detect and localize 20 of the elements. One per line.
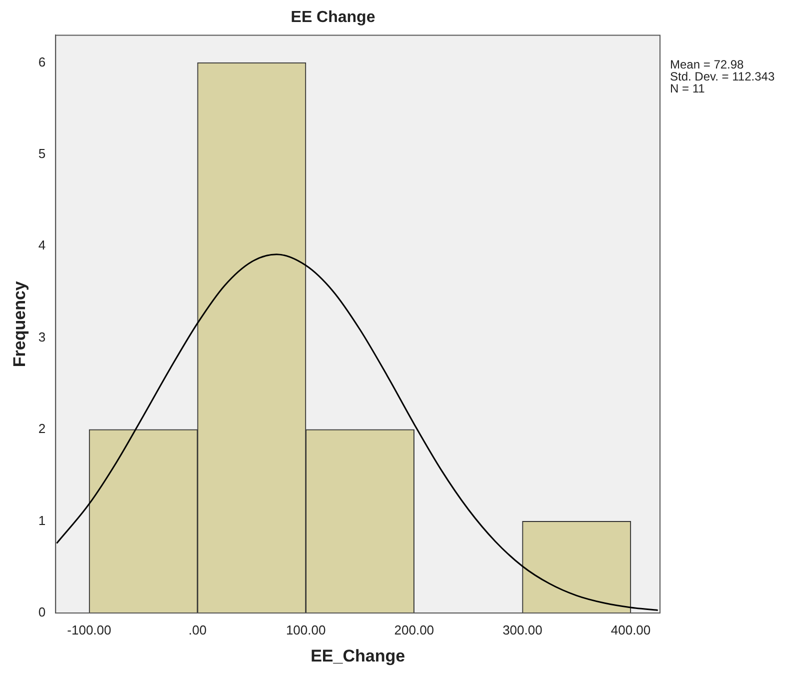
y-tick-label: 5 xyxy=(38,146,46,162)
x-tick-label: 400.00 xyxy=(610,622,651,638)
x-tick-label: 300.00 xyxy=(502,622,542,638)
y-tick-label: 1 xyxy=(38,512,46,528)
text: Std. Dev. = 112.343 xyxy=(670,70,775,84)
x-tick-label: -100.00 xyxy=(67,622,112,638)
y-tick-label: 3 xyxy=(38,329,46,344)
x-tick-label: .00 xyxy=(188,622,207,638)
x-tick-label: 200.00 xyxy=(394,622,434,638)
chart-title: EE Change xyxy=(290,9,376,26)
y-tick-label: 6 xyxy=(38,54,46,70)
y-axis-title: Frequency xyxy=(10,280,29,368)
text: Mean = 72.98 xyxy=(670,58,744,72)
y-tick-label: 2 xyxy=(38,421,46,436)
y-tick-label: 0 xyxy=(38,604,46,620)
line-series xyxy=(56,254,659,611)
text: N = 11 xyxy=(670,82,706,96)
y-tick-label: 4 xyxy=(38,238,46,253)
x-tick-label: 100.00 xyxy=(286,622,326,638)
x-axis-title: EE_Change xyxy=(310,646,406,666)
